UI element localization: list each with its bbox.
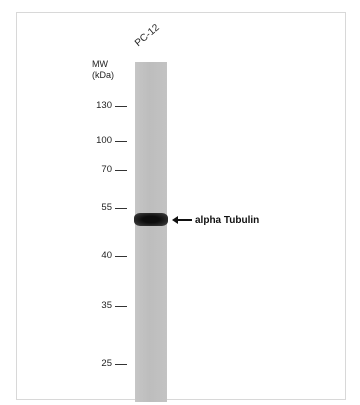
marker-tick <box>115 170 127 171</box>
marker-tick <box>115 306 127 307</box>
marker-tick <box>115 256 127 257</box>
marker-70: 70 <box>80 164 130 176</box>
marker-130: 130 <box>80 100 130 112</box>
arrow-left-icon <box>172 215 192 225</box>
mw-axis-title: MW (kDa) <box>92 59 132 81</box>
marker-label: 130 <box>96 100 112 111</box>
marker-35: 35 <box>80 300 130 312</box>
marker-label: 100 <box>96 135 112 146</box>
marker-tick <box>115 208 127 209</box>
protein-band <box>134 213 168 226</box>
band-label: alpha Tubulin <box>195 214 260 226</box>
marker-label: 35 <box>101 300 112 311</box>
marker-tick <box>115 106 127 107</box>
blot-lane <box>135 62 167 402</box>
marker-tick <box>115 364 127 365</box>
mw-title-line1: MW <box>92 59 108 69</box>
marker-label: 55 <box>101 202 112 213</box>
marker-label: 25 <box>101 358 112 369</box>
marker-55: 55 <box>80 202 130 214</box>
marker-label: 40 <box>101 250 112 261</box>
marker-100: 100 <box>80 135 130 147</box>
figure-frame <box>16 12 346 400</box>
marker-tick <box>115 141 127 142</box>
marker-label: 70 <box>101 164 112 175</box>
band-annotation: alpha Tubulin <box>172 213 259 227</box>
marker-40: 40 <box>80 250 130 262</box>
mw-title-line2: (kDa) <box>92 70 114 80</box>
marker-25: 25 <box>80 358 130 370</box>
